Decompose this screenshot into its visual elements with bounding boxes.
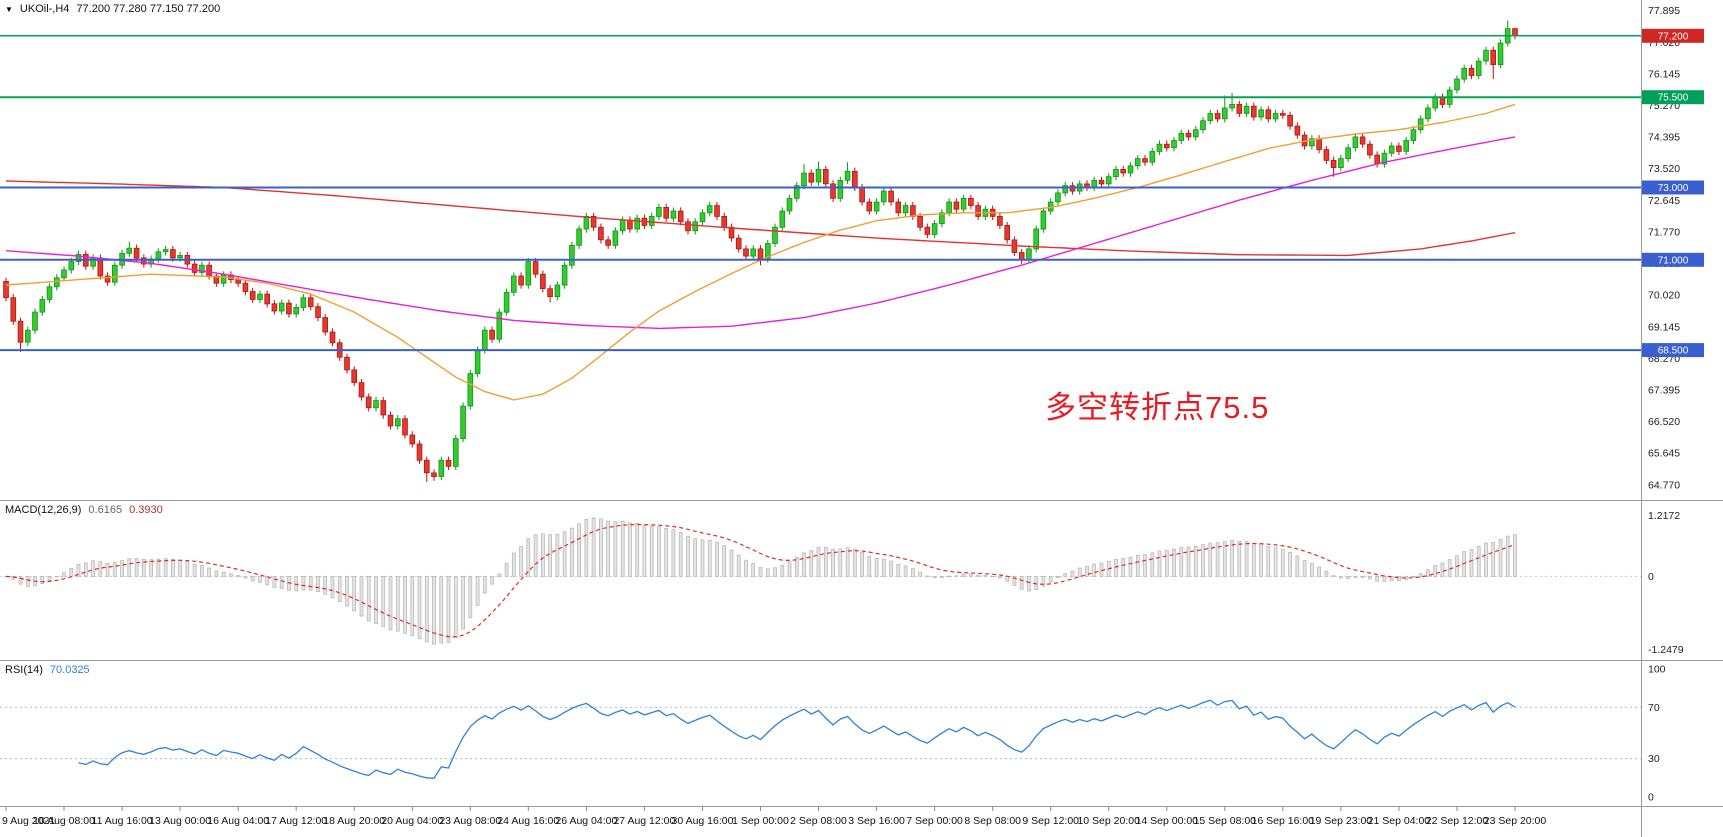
svg-text:20 Aug 04:00: 20 Aug 04:00 — [381, 815, 443, 827]
svg-text:19 Sep 23:00: 19 Sep 23:00 — [1310, 815, 1373, 827]
svg-text:66.520: 66.520 — [1648, 416, 1680, 428]
price-scale-separator — [1641, 0, 1642, 837]
svg-text:73.000: 73.000 — [1658, 183, 1689, 194]
macd-histogram — [4, 517, 1517, 645]
svg-text:71.000: 71.000 — [1658, 255, 1689, 266]
svg-text:30 Aug 16:00: 30 Aug 16:00 — [672, 815, 734, 827]
price-level-tags: 77.200 75.500 73.000 71.000 68.500 — [1642, 28, 1704, 358]
svg-text:73.520: 73.520 — [1648, 163, 1680, 175]
time-axis: 9 Aug 2021 10 Aug 08:00 11 Aug 16:00 13 Aug… — [0, 806, 1723, 837]
svg-text:9 Sep 12:00: 9 Sep 12:00 — [1022, 815, 1079, 827]
svg-text:10 Aug 08:00: 10 Aug 08:00 — [33, 815, 95, 827]
rsi-panel[interactable]: 100 70 30 0 RSI(14) 70.0325 — [0, 660, 1723, 806]
svg-text:24 Aug 16:00: 24 Aug 16:00 — [497, 815, 559, 827]
svg-text:77.895: 77.895 — [1648, 5, 1680, 17]
svg-text:11 Aug 16:00: 11 Aug 16:00 — [92, 815, 153, 827]
rsi-value: 70.0325 — [49, 664, 90, 676]
svg-text:70.020: 70.020 — [1648, 290, 1680, 302]
svg-text:67.395: 67.395 — [1648, 385, 1680, 397]
svg-text:17 Aug 12:00: 17 Aug 12:00 — [265, 815, 327, 827]
svg-text:26 Aug 04:00: 26 Aug 04:00 — [555, 815, 617, 827]
rsi-line — [78, 699, 1516, 779]
svg-text:27 Aug 12:00: 27 Aug 12:00 — [613, 815, 675, 827]
macd-label: MACD(12,26,9) — [5, 504, 82, 516]
svg-text:10 Sep 20:00: 10 Sep 20:00 — [1077, 815, 1140, 827]
rsi-level-lines — [0, 706, 1641, 760]
ohlc-values: 77.200 77.280 77.150 77.200 — [76, 3, 221, 15]
svg-text:64.770: 64.770 — [1648, 479, 1680, 491]
macd-main-value: 0.6165 — [88, 504, 123, 516]
price-chart-canvas[interactable]: 77.89577.02076.14575.27074.39573.52072.6… — [0, 0, 1723, 500]
svg-text:9 Aug 2021: 9 Aug 2021 — [2, 815, 55, 827]
chart-header: ▼ UKOil-,H4 77.200 77.280 77.150 77.200 — [5, 3, 227, 15]
symbol-period-label: UKOil-,H4 — [19, 3, 70, 15]
svg-text:68.500: 68.500 — [1658, 346, 1689, 357]
svg-text:71.770: 71.770 — [1648, 226, 1680, 238]
rsi-label: RSI(14) — [5, 664, 43, 676]
svg-text:2 Sep 08:00: 2 Sep 08:00 — [790, 815, 847, 827]
macd-axis-labels: 1.2172 0 -1.2479 — [1648, 510, 1684, 656]
rsi-chart-canvas[interactable]: 100 70 30 0 — [0, 661, 1723, 806]
svg-text:70: 70 — [1648, 702, 1660, 714]
svg-text:30: 30 — [1648, 753, 1660, 765]
ma-slow-red — [5, 180, 1516, 257]
svg-text:14 Sep 00:00: 14 Sep 00:00 — [1136, 815, 1199, 827]
svg-text:1 Sep 00:00: 1 Sep 00:00 — [732, 815, 789, 827]
svg-text:77.200: 77.200 — [1658, 31, 1689, 42]
macd-panel[interactable]: 1.2172 0 -1.2479 MACD(12,26,9) 0.6165 0.3930 — [0, 500, 1723, 660]
svg-text:23 Aug 08:00: 23 Aug 08:00 — [439, 815, 501, 827]
svg-text:75.500: 75.500 — [1658, 93, 1689, 104]
macd-signal-line — [5, 523, 1516, 638]
svg-text:7 Sep 00:00: 7 Sep 00:00 — [906, 815, 963, 827]
level-lines — [0, 35, 1641, 352]
svg-text:23 Sep 20:00: 23 Sep 20:00 — [1484, 815, 1547, 827]
svg-text:76.145: 76.145 — [1648, 68, 1680, 80]
svg-text:74.395: 74.395 — [1648, 132, 1680, 144]
svg-text:13 Aug 00:00: 13 Aug 00:00 — [149, 815, 211, 827]
svg-text:16 Sep 16:00: 16 Sep 16:00 — [1252, 815, 1315, 827]
svg-text:69.145: 69.145 — [1648, 321, 1680, 333]
svg-text:22 Sep 12:00: 22 Sep 12:00 — [1426, 815, 1489, 827]
svg-text:3 Sep 16:00: 3 Sep 16:00 — [848, 815, 905, 827]
macd-signal-value: 0.3930 — [129, 504, 163, 516]
price-panel[interactable]: 77.89577.02076.14575.27074.39573.52072.6… — [0, 0, 1723, 500]
svg-text:0: 0 — [1648, 792, 1654, 804]
svg-text:72.645: 72.645 — [1648, 195, 1680, 207]
svg-text:16 Aug 04:00: 16 Aug 04:00 — [207, 815, 269, 827]
annotation-text[interactable]: 多空转折点75.5 — [1045, 390, 1270, 425]
svg-text:-1.2479: -1.2479 — [1648, 644, 1684, 656]
collapse-triangle-icon[interactable]: ▼ — [5, 5, 13, 14]
ma-medium-magenta — [5, 136, 1516, 330]
svg-text:0: 0 — [1648, 571, 1654, 583]
price-axis-labels: 77.89577.02076.14575.27074.39573.52072.6… — [1648, 5, 1680, 491]
svg-text:1.2172: 1.2172 — [1648, 510, 1680, 522]
rsi-header: RSI(14) 70.0325 — [5, 664, 97, 676]
svg-text:65.645: 65.645 — [1648, 448, 1680, 460]
macd-chart-canvas[interactable]: 1.2172 0 -1.2479 — [0, 501, 1723, 660]
rsi-axis-labels: 100 70 30 0 — [1648, 664, 1666, 804]
svg-text:21 Sep 04:00: 21 Sep 04:00 — [1368, 815, 1431, 827]
svg-text:8 Sep 08:00: 8 Sep 08:00 — [964, 815, 1021, 827]
svg-text:100: 100 — [1648, 664, 1666, 676]
svg-text:15 Sep 08:00: 15 Sep 08:00 — [1194, 815, 1257, 827]
svg-text:18 Aug 20:00: 18 Aug 20:00 — [323, 815, 385, 827]
candles — [3, 20, 1518, 482]
macd-header: MACD(12,26,9) 0.6165 0.3930 — [5, 504, 170, 516]
